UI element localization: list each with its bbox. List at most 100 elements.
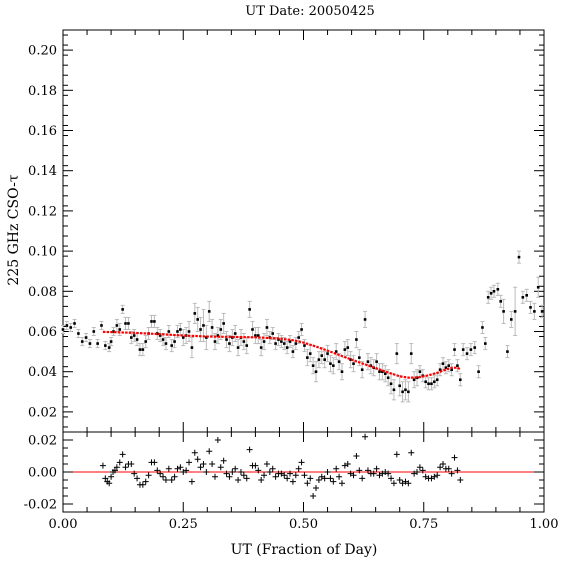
data-point — [96, 342, 99, 345]
data-point — [164, 342, 168, 345]
data-point — [138, 348, 142, 351]
data-point — [308, 352, 312, 355]
residual-marker — [437, 464, 444, 471]
data-point — [65, 324, 69, 327]
data-point — [456, 364, 459, 367]
data-point — [202, 324, 205, 327]
residual-marker — [200, 461, 207, 467]
x-tick-label: 0.25 — [169, 517, 198, 532]
residual-marker — [252, 462, 259, 469]
residual-marker — [197, 464, 204, 471]
main-y-tick-label: 0.14 — [28, 164, 57, 179]
data-point — [453, 348, 456, 351]
data-point — [481, 326, 484, 329]
residual-marker — [336, 473, 343, 480]
data-point — [506, 350, 509, 353]
data-point — [262, 340, 266, 343]
residual-marker — [108, 473, 115, 480]
data-point — [294, 342, 298, 345]
data-point — [251, 328, 254, 331]
residual-marker — [246, 446, 253, 453]
residual-marker — [226, 473, 233, 480]
residual-marker — [266, 469, 273, 475]
data-point — [225, 338, 228, 341]
main-y-tick-label: 0.04 — [28, 365, 57, 380]
data-point — [124, 322, 127, 325]
residual-marker — [295, 465, 302, 472]
residual-marker — [419, 467, 426, 474]
data-point — [135, 338, 139, 341]
residual-marker — [393, 451, 400, 458]
data-point — [407, 390, 410, 394]
residual-marker — [353, 453, 360, 459]
residual-marker — [174, 465, 181, 472]
data-point — [181, 336, 185, 339]
data-point — [179, 328, 182, 331]
data-point — [109, 340, 113, 343]
residual-marker — [448, 470, 455, 477]
data-point — [484, 342, 487, 345]
data-point — [473, 346, 477, 349]
residual-marker — [183, 467, 190, 474]
data-point — [444, 366, 448, 369]
data-point — [144, 340, 148, 343]
data-point — [213, 340, 217, 343]
data-point — [317, 358, 321, 361]
data-point — [366, 360, 370, 363]
residual-marker — [142, 478, 149, 485]
residual-marker — [194, 456, 201, 463]
residual-marker — [301, 472, 308, 479]
data-point — [219, 328, 223, 331]
residual-marker — [434, 472, 441, 479]
residual-marker — [232, 465, 239, 472]
residual-marker — [263, 461, 270, 467]
data-point — [170, 344, 174, 347]
data-point — [343, 348, 347, 351]
data-point — [274, 342, 277, 345]
residual-marker — [162, 477, 169, 483]
data-point — [196, 318, 199, 321]
data-point — [92, 330, 96, 333]
chart-title: UT Date: 20050425 — [245, 4, 375, 19]
data-point — [383, 372, 387, 376]
data-point — [190, 346, 194, 349]
residual-marker — [171, 473, 178, 480]
residual-marker — [298, 459, 305, 466]
x-tick-label: 0.00 — [49, 517, 78, 532]
data-point — [427, 382, 430, 386]
data-point — [430, 382, 433, 386]
data-point — [303, 344, 306, 347]
fit-curve — [102, 330, 461, 379]
data-point — [378, 370, 381, 373]
data-point — [355, 338, 358, 341]
data-point — [438, 368, 442, 371]
data-point — [265, 326, 269, 329]
data-point — [360, 368, 364, 371]
main-y-tick-label: 0.16 — [28, 124, 57, 139]
main-y-tick-label: 0.18 — [28, 84, 57, 99]
residual-marker — [206, 448, 213, 455]
residual-plot: -0.02 0.00 0.02 0.00 0.25 0.50 0.75 1.00 — [24, 431, 558, 532]
data-point — [158, 334, 162, 337]
residual-marker — [113, 464, 120, 471]
residual-marker — [229, 469, 236, 475]
data-point — [248, 308, 251, 311]
residual-marker — [405, 480, 412, 487]
residual-marker — [324, 469, 331, 475]
residual-marker — [439, 461, 446, 467]
data-point — [529, 306, 532, 309]
residual-marker — [160, 473, 167, 480]
data-point — [130, 336, 133, 339]
data-point — [285, 346, 289, 349]
data-point — [199, 328, 202, 331]
resid-y-tick-label: -0.02 — [24, 498, 57, 513]
data-point — [205, 336, 208, 339]
residual-marker — [385, 470, 392, 477]
data-point — [433, 380, 436, 384]
residual-marker — [281, 472, 288, 479]
residual-marker — [191, 449, 198, 456]
data-point — [398, 384, 401, 388]
residual-marker — [313, 485, 320, 491]
residual-marker — [362, 433, 369, 440]
